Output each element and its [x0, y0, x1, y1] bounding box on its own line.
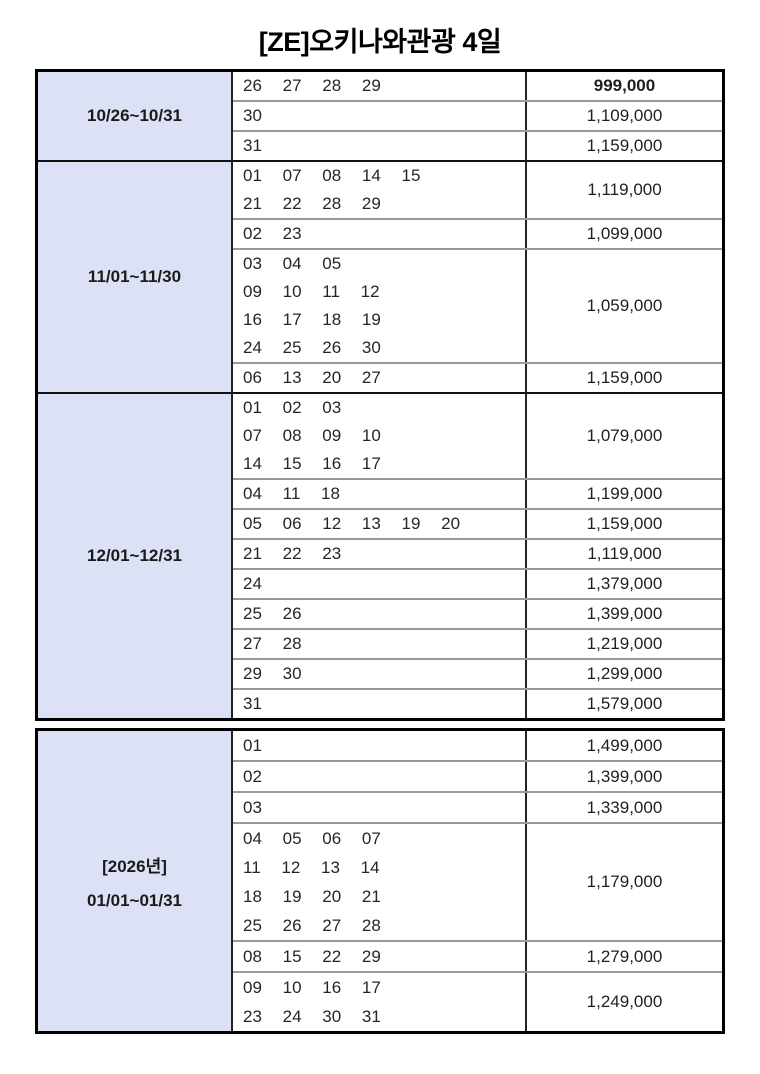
date-range-label: [2026년] 01/01~01/31 [38, 731, 233, 1031]
table-row: 09 10 16 17 23 24 30 31 1,249,000 [233, 971, 722, 1031]
table-row: 03 1,339,000 [233, 791, 722, 822]
table-row: 24 1,379,000 [233, 568, 722, 598]
departure-dates-cell: 03 04 05 09 10 11 12 16 17 18 19 24 25 2… [243, 254, 381, 357]
price-cell: 1,499,000 [525, 731, 722, 760]
departure-dates-cell: 02 [243, 767, 262, 786]
departure-dates-cell: 31 [243, 694, 262, 713]
departure-dates-cell: 01 07 08 14 15 21 22 28 29 [243, 166, 421, 213]
table-row: 01 02 03 07 08 09 10 14 15 16 17 1,079,0… [233, 394, 722, 478]
departure-dates-cell: 30 [243, 106, 262, 125]
group-october: 10/26~10/31 26 27 28 29 999,000 30 1,109… [38, 72, 722, 160]
departure-dates-cell: 01 02 03 07 08 09 10 14 15 16 17 [243, 398, 381, 473]
date-range-label: 10/26~10/31 [38, 72, 233, 160]
departure-dates-cell: 04 05 06 07 11 12 13 14 18 19 20 21 25 2… [243, 829, 381, 935]
table-row: 08 15 22 29 1,279,000 [233, 940, 722, 971]
price-cell: 1,199,000 [525, 480, 722, 508]
table-row: 06 13 20 27 1,159,000 [233, 362, 722, 392]
departure-dates-cell: 08 15 22 29 [243, 947, 381, 966]
date-range-label: 11/01~11/30 [38, 162, 233, 392]
departure-dates-cell: 09 10 16 17 23 24 30 31 [243, 978, 381, 1026]
departure-dates-cell: 25 26 [243, 604, 302, 623]
departure-dates-cell: 31 [243, 136, 262, 155]
table-row: 29 30 1,299,000 [233, 658, 722, 688]
year-label: [2026년] [102, 856, 167, 876]
group-november: 11/01~11/30 01 07 08 14 15 21 22 28 29 1… [38, 160, 722, 392]
price-cell: 1,399,000 [525, 600, 722, 628]
price-cell: 1,279,000 [525, 942, 722, 971]
table-row: 31 1,579,000 [233, 688, 722, 718]
table-row: 01 1,499,000 [233, 731, 722, 760]
departure-dates-cell: 06 13 20 27 [243, 368, 381, 387]
table-row: 01 07 08 14 15 21 22 28 29 1,119,000 [233, 162, 722, 218]
table-row: 31 1,159,000 [233, 130, 722, 160]
price-cell: 1,179,000 [525, 824, 722, 940]
table-row: 02 1,399,000 [233, 760, 722, 791]
departure-dates-cell: 21 22 23 [243, 544, 342, 563]
date-range-label: 12/01~12/31 [38, 394, 233, 718]
table-row: 03 04 05 09 10 11 12 16 17 18 19 24 25 2… [233, 248, 722, 362]
price-cell: 1,059,000 [525, 250, 722, 362]
price-table-oct-dec: 10/26~10/31 26 27 28 29 999,000 30 1,109… [35, 69, 725, 721]
price-cell: 1,379,000 [525, 570, 722, 598]
price-cell: 1,339,000 [525, 793, 722, 822]
departure-dates-cell: 26 27 28 29 [243, 76, 381, 95]
price-cell: 1,099,000 [525, 220, 722, 248]
departure-dates-cell: 27 28 [243, 634, 302, 653]
table-row: 26 27 28 29 999,000 [233, 72, 722, 100]
price-cell: 1,299,000 [525, 660, 722, 688]
price-cell: 1,109,000 [525, 102, 722, 130]
departure-dates-cell: 02 23 [243, 224, 302, 243]
group-january-2026: [2026년] 01/01~01/31 01 1,499,000 02 1,39… [38, 731, 722, 1031]
price-cell: 1,159,000 [525, 510, 722, 538]
departure-dates-cell: 03 [243, 798, 262, 817]
table-row: 25 26 1,399,000 [233, 598, 722, 628]
table-row: 04 11 18 1,199,000 [233, 478, 722, 508]
departure-dates-cell: 01 [243, 736, 262, 755]
departure-dates-cell: 24 [243, 574, 262, 593]
price-cell: 1,119,000 [525, 540, 722, 568]
table-row: 21 22 23 1,119,000 [233, 538, 722, 568]
table-row: 30 1,109,000 [233, 100, 722, 130]
price-table-jan-2026: [2026년] 01/01~01/31 01 1,499,000 02 1,39… [35, 728, 725, 1034]
price-cell: 1,219,000 [525, 630, 722, 658]
table-row: 04 05 06 07 11 12 13 14 18 19 20 21 25 2… [233, 822, 722, 940]
date-range-text: 01/01~01/31 [86, 890, 182, 910]
price-cell: 1,249,000 [525, 973, 722, 1031]
price-cell: 1,159,000 [525, 132, 722, 160]
price-cell: 1,119,000 [525, 162, 722, 218]
price-cell: 1,579,000 [525, 690, 722, 718]
page-title: [ZE]오키나와관광 4일 [258, 27, 502, 57]
table-row: 27 28 1,219,000 [233, 628, 722, 658]
departure-dates-cell: 29 30 [243, 664, 302, 683]
price-cell: 1,159,000 [525, 364, 722, 392]
price-cell: 999,000 [525, 72, 722, 100]
departure-dates-cell: 05 06 12 13 19 20 [243, 514, 461, 533]
price-cell: 1,399,000 [525, 762, 722, 791]
table-row: 05 06 12 13 19 20 1,159,000 [233, 508, 722, 538]
departure-dates-cell: 04 11 18 [243, 484, 340, 503]
group-december: 12/01~12/31 01 02 03 07 08 09 10 14 15 1… [38, 392, 722, 718]
table-row: 02 23 1,099,000 [233, 218, 722, 248]
price-cell: 1,079,000 [525, 394, 722, 478]
